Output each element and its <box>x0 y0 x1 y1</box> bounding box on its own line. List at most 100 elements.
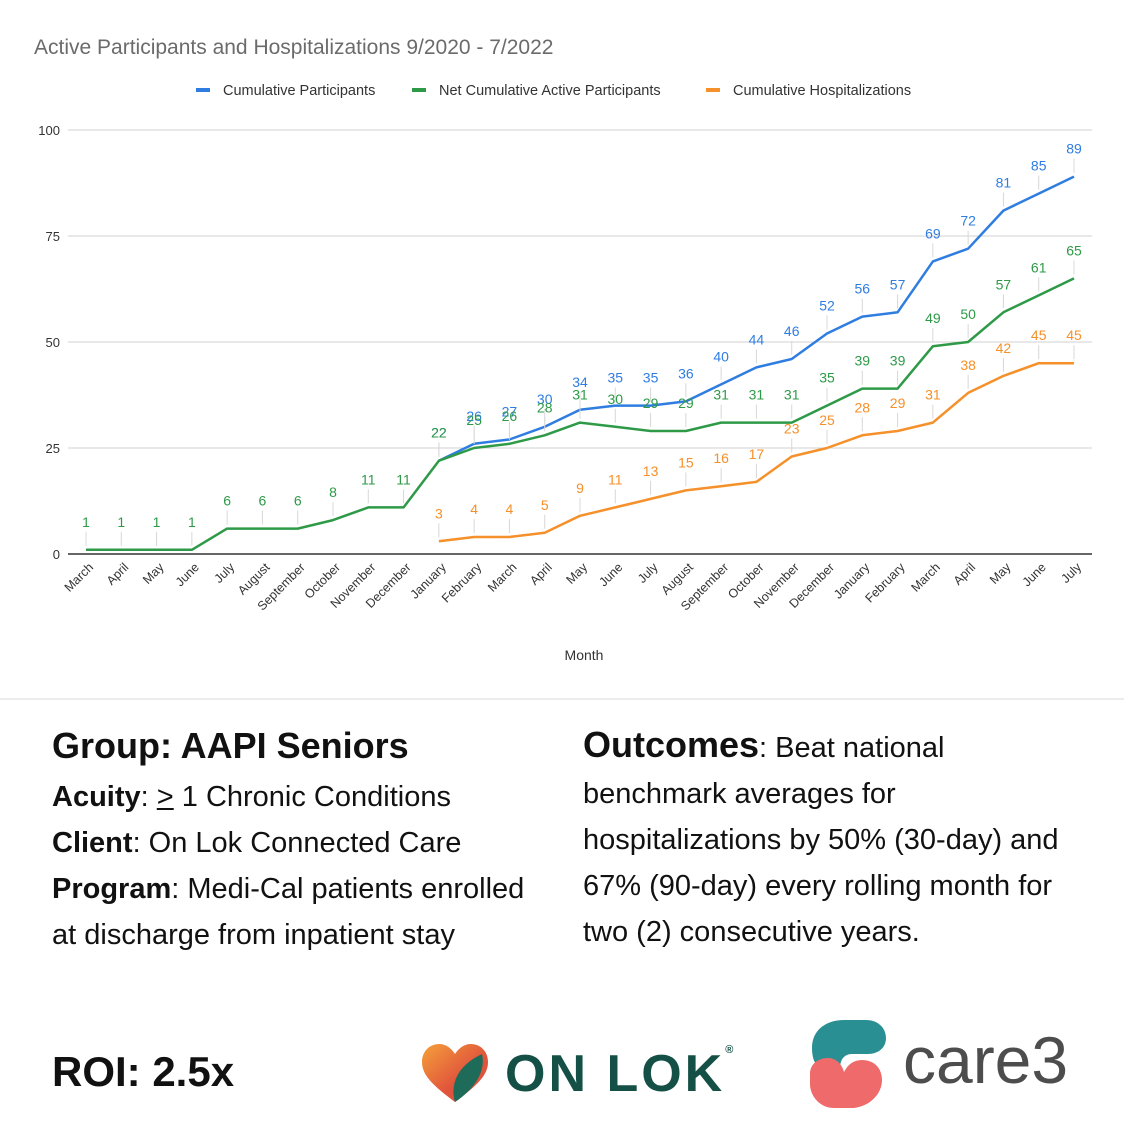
data-label: 35 <box>819 370 835 386</box>
data-label: 8 <box>329 484 337 500</box>
x-tick-label: July <box>635 560 661 586</box>
x-tick-label: June <box>173 560 202 589</box>
x-tick-label: May <box>140 560 167 587</box>
x-tick-label: February <box>439 560 485 606</box>
data-label: 11 <box>361 471 376 487</box>
care3-wordmark: care3 <box>903 1023 1069 1097</box>
y-tick-label: 100 <box>38 123 60 138</box>
data-label: 28 <box>854 399 870 415</box>
data-label: 29 <box>678 395 694 411</box>
data-label: 30 <box>607 391 623 407</box>
x-tick-label: June <box>1020 560 1049 589</box>
data-label: 17 <box>749 446 765 462</box>
x-tick-label: April <box>951 560 979 588</box>
data-label: 5 <box>541 497 549 513</box>
data-label: 65 <box>1066 242 1082 258</box>
roi-value: ROI: 2.5x <box>52 1048 235 1095</box>
care3-logo-icon <box>810 1020 886 1108</box>
legend-label-2: Net Cumulative Active Participants <box>439 83 661 99</box>
data-label: 30 <box>537 391 553 407</box>
data-label: 16 <box>713 450 729 466</box>
data-label: 49 <box>925 310 941 326</box>
data-label: 46 <box>784 323 800 339</box>
y-tick-label: 50 <box>46 335 60 350</box>
data-label: 28 <box>537 399 553 415</box>
data-label: 39 <box>890 353 906 369</box>
data-label: 22 <box>431 425 447 441</box>
outcomes-text: Outcomes: Beat national benchmark averag… <box>583 722 1083 955</box>
data-label: 72 <box>960 213 976 229</box>
data-label: 4 <box>506 501 514 517</box>
data-label: 81 <box>996 175 1012 191</box>
line-chart: Active Participants and Hospitalizations… <box>34 36 1092 663</box>
data-label: 3 <box>435 505 443 521</box>
onlok-heart-logo <box>422 1044 488 1102</box>
program-label: Program <box>52 873 172 905</box>
data-label: 13 <box>643 463 659 479</box>
data-label: 44 <box>749 331 765 347</box>
data-label: 38 <box>960 357 976 373</box>
data-label: 42 <box>996 340 1012 356</box>
data-label: 15 <box>678 454 694 470</box>
data-label: 85 <box>1031 158 1047 174</box>
x-tick-label: June <box>596 560 625 589</box>
y-tick-label: 0 <box>53 547 60 562</box>
data-label: 26 <box>502 408 518 424</box>
care3-teal-shape <box>812 1020 886 1068</box>
data-label: 4 <box>470 501 478 517</box>
acuity-symbol: > <box>156 781 174 813</box>
data-label: 1 <box>188 514 196 530</box>
onlok-wordmark: ON LOK® <box>505 1044 733 1104</box>
care3-pink-shape <box>810 1058 882 1108</box>
data-label: 6 <box>294 493 302 509</box>
data-label: 31 <box>572 387 588 403</box>
data-label: 50 <box>960 306 976 322</box>
x-tick-label: February <box>862 560 908 606</box>
series-line-2 <box>86 277 1075 552</box>
outcomes-value: : Beat national benchmark averages for h… <box>583 732 1059 948</box>
legend-swatch-1 <box>196 88 210 92</box>
client-line: Client: On Lok Connected Care <box>52 820 542 866</box>
client-value: : On Lok Connected Care <box>132 827 462 859</box>
data-label: 26 <box>466 408 482 424</box>
x-tick-label: March <box>62 560 96 594</box>
data-label: 89 <box>1066 141 1082 157</box>
data-label: 29 <box>890 395 906 411</box>
data-label: 1 <box>153 514 161 530</box>
data-label: 31 <box>784 387 800 403</box>
outcomes-info: Outcomes: Beat national benchmark averag… <box>583 722 1083 955</box>
data-label: 57 <box>996 276 1012 292</box>
x-tick-label: May <box>564 560 591 587</box>
data-label: 57 <box>890 276 906 292</box>
data-label: 27 <box>502 404 518 420</box>
program-line: Program: Medi-Cal patients enrolled at d… <box>52 866 542 958</box>
onlok-wordmark-text: ON LOK <box>505 1045 726 1103</box>
x-tick-label: July <box>212 560 238 586</box>
data-label: 39 <box>854 353 870 369</box>
data-label: 29 <box>643 395 659 411</box>
data-label: 45 <box>1031 327 1047 343</box>
group-heading: Group: AAPI Seniors <box>52 725 409 766</box>
data-label: 69 <box>925 225 941 241</box>
acuity-label: Acuity <box>52 781 141 813</box>
chart-title: Active Participants and Hospitalizations… <box>34 36 553 59</box>
acuity-value: 1 Chronic Conditions <box>173 781 451 813</box>
data-label: 52 <box>819 298 835 314</box>
series-line-3 <box>438 361 1074 543</box>
data-label: 31 <box>749 387 765 403</box>
x-tick-label: July <box>1058 560 1084 586</box>
program-value: : Medi-Cal patients enrolled at discharg… <box>52 873 525 951</box>
x-tick-label: April <box>104 560 132 588</box>
data-label: 1 <box>82 514 90 530</box>
acuity-line: Acuity: > 1 Chronic Conditions <box>52 781 451 813</box>
outcomes-label: Outcomes <box>583 724 760 765</box>
data-label: 31 <box>925 387 941 403</box>
data-label: 34 <box>572 374 588 390</box>
y-tick-label: 75 <box>46 229 60 244</box>
data-label: 35 <box>607 370 623 386</box>
data-label: 61 <box>1031 259 1047 275</box>
x-tick-label: April <box>527 560 555 588</box>
data-label: 23 <box>784 420 800 436</box>
data-label: 9 <box>576 480 584 496</box>
